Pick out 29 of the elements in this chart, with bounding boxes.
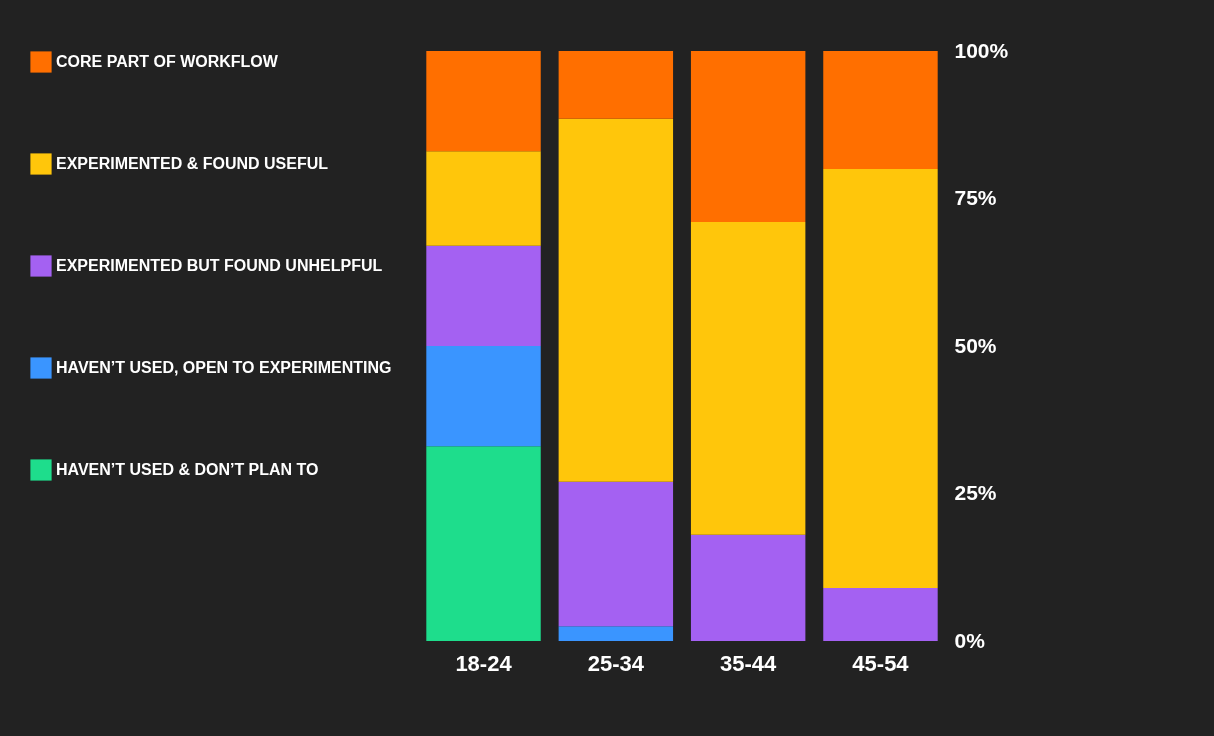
legend-label: CORE PART OF WORKFLOW	[56, 53, 279, 70]
y-tick-label: 0%	[954, 628, 986, 652]
x-tick-label: 45-54	[852, 650, 910, 676]
bar	[426, 446, 541, 641]
x-tick-label: 25-34	[587, 650, 645, 676]
bar	[426, 346, 541, 447]
bar	[426, 51, 541, 152]
bar	[690, 222, 806, 535]
bar	[823, 51, 938, 169]
legend-label: EXPERIMENTED BUT FOUND UNHELPFUL	[56, 257, 383, 274]
bar	[558, 51, 674, 119]
y-tick-label: 100%	[954, 38, 1009, 62]
legend-label: HAVEN’T USED & DON’T PLAN TO	[56, 461, 319, 478]
legend-label: HAVEN’T USED, OPEN TO EXPERIMENTING	[56, 359, 392, 376]
bar	[558, 481, 674, 627]
y-tick-label: 50%	[954, 333, 997, 357]
bar	[690, 534, 806, 641]
legend-label: EXPERIMENTED & FOUND USEFUL	[56, 155, 329, 172]
bar	[823, 169, 938, 588]
x-tick-label: 18-24	[455, 650, 513, 676]
bar	[426, 151, 541, 246]
bar	[426, 245, 541, 346]
bar	[690, 51, 806, 223]
x-tick-label: 35-44	[720, 650, 778, 676]
bar	[558, 626, 674, 641]
bar	[823, 587, 938, 641]
bar	[558, 118, 674, 482]
y-tick-label: 25%	[954, 481, 997, 504]
y-tick-label: 75%	[954, 186, 997, 209]
